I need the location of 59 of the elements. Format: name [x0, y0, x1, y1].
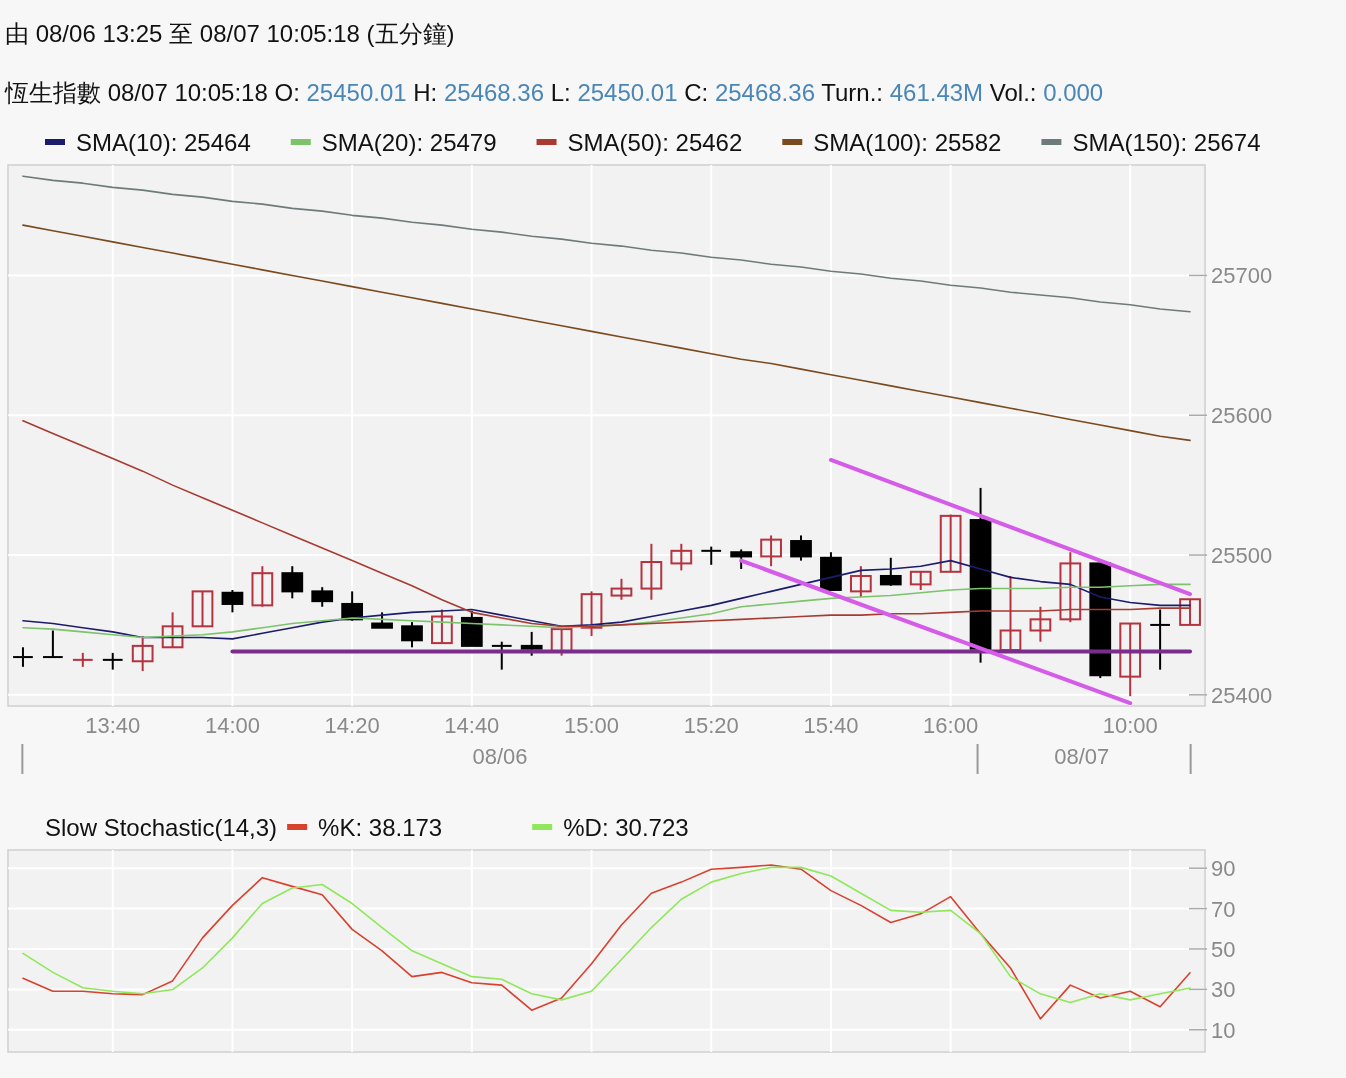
y-tick-label: 25700 — [1211, 263, 1273, 289]
y-tick-label: 25600 — [1211, 403, 1273, 429]
text: 08/07 — [1054, 744, 1110, 769]
candlestick — [131, 635, 154, 673]
legend-label: SMA(100): 25582 — [813, 129, 1002, 156]
candlestick — [909, 570, 932, 591]
candlestick — [281, 565, 304, 600]
candlestick — [939, 513, 962, 573]
candlestick — [879, 556, 902, 587]
x-tick-label: 15:20 — [683, 713, 739, 738]
text: 08/06 — [472, 744, 528, 769]
x-tick-label: 13:40 — [85, 713, 141, 738]
candlestick — [999, 574, 1022, 652]
candlestick — [251, 565, 274, 608]
candlestick — [701, 545, 722, 566]
legend-label: SMA(20): 25479 — [321, 129, 497, 156]
chart-title: 由 08/06 13:25 至 08/07 10:05:18 (五分鐘) — [5, 20, 455, 47]
candlestick — [670, 542, 693, 572]
candlestick — [550, 628, 573, 657]
candlestick — [1119, 622, 1142, 698]
legend-label: SMA(50): 25462 — [567, 129, 743, 156]
candlestick — [1029, 605, 1052, 643]
candlestick — [311, 586, 334, 608]
candlestick — [1179, 598, 1201, 626]
x-tick-label: 14:20 — [324, 713, 380, 738]
candlestick — [401, 621, 423, 649]
x-tick-label: 16:00 — [923, 713, 979, 738]
candlestick — [161, 611, 184, 649]
line-series — [22, 224, 1191, 442]
y-tick-label: 25400 — [1211, 682, 1273, 708]
x-tick-label: 10:00 — [1102, 713, 1158, 738]
y-tick-label: 70 — [1211, 896, 1236, 922]
y-tick-label: 10 — [1211, 1017, 1236, 1043]
x-tick-label: 15:00 — [564, 713, 620, 738]
y-tick-label: 50 — [1211, 936, 1236, 962]
candlestick — [849, 565, 872, 598]
legend-label: %D: 30.723 — [563, 814, 689, 841]
line-series — [22, 175, 1191, 313]
candlestick — [640, 542, 663, 601]
x-tick-label: 15:40 — [803, 713, 859, 738]
x-tick-label: 14:40 — [444, 713, 500, 738]
candlestick — [730, 548, 753, 570]
legend-label: SMA(150): 25674 — [1072, 129, 1261, 156]
text: 恆生指數 08/07 10:05:18 O: 25450.01 H: 25468.36 L: 25450.01 C: 25468.36 Turn.: 461.43M Vol.: 0.000 — [5, 79, 1104, 106]
chart-title: Slow Stochastic(14,3) — [45, 814, 278, 841]
candlestick — [610, 577, 633, 601]
y-tick-label: 30 — [1211, 977, 1236, 1003]
legend-label: SMA(10): 25464 — [76, 129, 251, 156]
candlestick — [580, 590, 603, 638]
candlestick — [491, 640, 512, 671]
candlestick — [760, 534, 782, 568]
candlestick — [1059, 551, 1082, 624]
candlestick — [221, 588, 244, 614]
legend-label: %K: 38.173 — [318, 814, 443, 841]
y-tick-label: 90 — [1211, 856, 1236, 882]
y-tick-label: 25500 — [1211, 543, 1273, 569]
x-tick-label: 14:00 — [204, 713, 260, 738]
candlestick — [790, 534, 812, 562]
candlestick — [191, 590, 214, 628]
